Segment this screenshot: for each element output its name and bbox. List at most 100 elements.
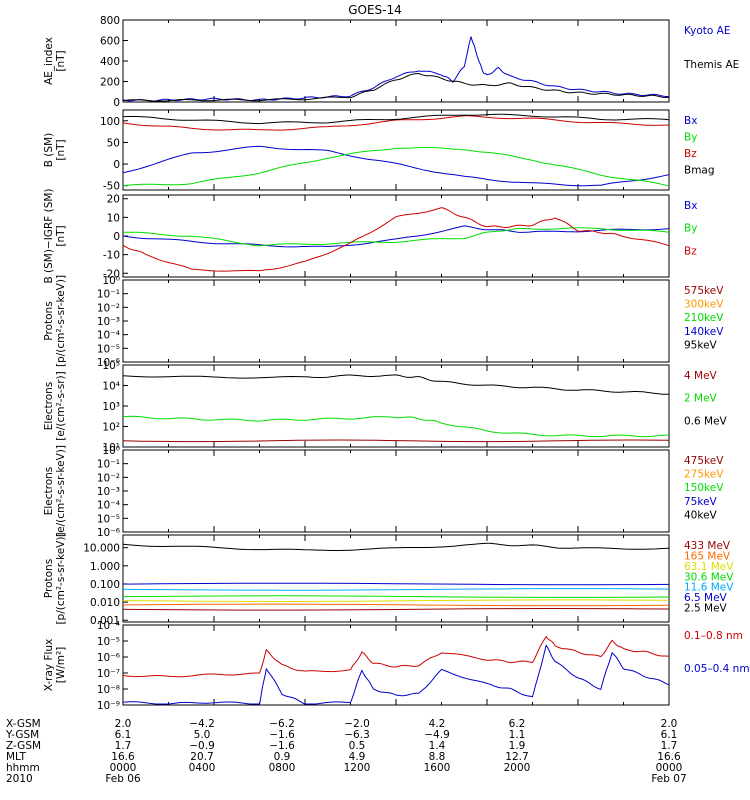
- y-tick-label: 10⁻¹: [97, 459, 120, 471]
- legend-entry: 0.05–0.4 nm: [684, 663, 750, 675]
- y-tick-label: 20: [107, 194, 120, 206]
- legend-entry: By: [684, 223, 697, 235]
- series-line-2: [122, 115, 670, 131]
- series-line-6: [122, 542, 670, 551]
- x-axis-cell: 1.9: [509, 740, 526, 752]
- x-axis-cell: −4.9: [424, 729, 450, 741]
- y-axis-label: [nT]: [55, 225, 67, 246]
- series-line-0: [122, 145, 670, 187]
- y-tick-label: 0: [113, 97, 120, 109]
- y-tick-label: 10²: [102, 422, 120, 434]
- legend-entry: 575keV: [684, 285, 724, 297]
- y-tick-label: 10⁻⁵: [97, 343, 120, 355]
- panel-frame: [122, 194, 670, 278]
- y-tick-label: 10⁻⁵: [97, 636, 120, 648]
- legend-entry: By: [684, 132, 697, 144]
- legend-entry: 75keV: [684, 496, 718, 508]
- panel-1: 100 50 0 -50 B (SM) [nT] Bx By Bz Bmag: [43, 109, 715, 193]
- series-line-2: [122, 599, 670, 603]
- legend-entry: 0.6 MeV: [684, 415, 728, 427]
- y-tick-label: 10⁻⁶: [97, 527, 120, 539]
- x-axis-cell: 1.4: [429, 740, 446, 752]
- y-tick-label: 10⁻⁶: [97, 652, 120, 664]
- series-line-1: [122, 603, 670, 607]
- x-axis-cell: 6.1: [661, 729, 678, 741]
- x-axis-row-label: hhmm: [6, 762, 40, 774]
- series-line-3: [122, 595, 670, 598]
- x-axis-cell: Feb 07: [651, 773, 686, 785]
- x-axis-cell: 0000: [656, 762, 683, 774]
- legend-entry: 63.1 MeV: [684, 561, 734, 573]
- x-axis-row-label: 2010: [6, 773, 33, 785]
- series-line-1: [122, 72, 670, 102]
- series-line-0: [122, 36, 669, 102]
- x-axis-cell: −1.6: [269, 740, 295, 752]
- y-tick-label: 10⁻⁴: [97, 330, 120, 342]
- y-axis-label: [p/(cm²-s-sr-keV)]: [55, 532, 67, 624]
- legend-entry: 2.5 MeV: [684, 603, 728, 615]
- panel-frame: [122, 624, 670, 706]
- x-axis-cell: 2000: [504, 762, 531, 774]
- panel-5: 10⁰ 10⁻¹10⁻² 10⁻³ 10⁻⁴10⁻⁵ 10⁻⁶ Electrons [e/(…: [43, 445, 724, 539]
- x-axis-cell: 1.7: [661, 740, 678, 752]
- legend-entry: 140keV: [684, 326, 724, 338]
- x-axis-cell: −0.9: [189, 740, 215, 752]
- x-axis-cell: 0000: [110, 762, 137, 774]
- x-axis-cell: 5.0: [194, 729, 211, 741]
- panel-frame: [122, 279, 670, 363]
- y-tick-label: 400: [100, 56, 120, 68]
- x-axis-cell: 12.7: [505, 751, 528, 763]
- series-line-5: [122, 582, 670, 586]
- y-tick-label: 10⁻⁵: [97, 513, 120, 525]
- y-tick-label: 10⁻⁴: [97, 500, 120, 512]
- y-tick-label: 10⁻³: [97, 486, 120, 498]
- x-axis-table: X-GSMY-GSMZ-GSMMLThhmm20102.06.11.716.60…: [5, 718, 687, 785]
- panel-6: 10.000 1.000 0.100 0.010 0.001 Protons [p/(cm²…: [43, 532, 734, 627]
- legend-entry: 4 MeV: [684, 370, 718, 382]
- y-tick-label: 10⁰: [102, 445, 120, 457]
- series-line-2: [122, 207, 670, 272]
- legend-entry: Kyoto AE: [684, 25, 730, 37]
- x-axis-cell: 1200: [344, 762, 371, 774]
- y-tick-label: 10⁴: [102, 381, 120, 393]
- panel-frame: [122, 19, 670, 103]
- series-line-2: [122, 374, 669, 395]
- x-axis-cell: 16.6: [657, 751, 681, 763]
- y-tick-label: 10⁻³: [97, 316, 120, 328]
- legend-entry: Bz: [684, 148, 697, 160]
- y-tick-label: 10⁻⁸: [97, 684, 120, 696]
- y-axis-label: Protons: [43, 301, 55, 340]
- legend-entry: 6.5 MeV: [684, 592, 728, 604]
- legend-entry: 11.6 MeV: [684, 582, 734, 594]
- x-axis-cell: 4.2: [429, 718, 446, 730]
- x-axis-row-label: Z-GSM: [6, 740, 41, 752]
- y-tick-label: 200: [100, 77, 120, 89]
- y-axis-label: AE_index: [43, 37, 55, 85]
- x-axis-cell: 1600: [424, 762, 451, 774]
- y-axis-label: [e/(cm²-s-sr)]: [55, 371, 67, 440]
- legend-entry: 475keV: [684, 455, 724, 467]
- panel-0: 800 600 400 200 0 AE_index [nT] Kyoto AE Themis …: [43, 15, 739, 109]
- panel-4: 10⁵ 10⁴ 10³ 10² 10¹ Electrons [e/(cm²-s-sr)] 4 …: [43, 360, 728, 454]
- series-line-1: [122, 415, 670, 438]
- legend-entry: Bmag: [684, 165, 715, 177]
- y-axis-label: [W/m²]: [55, 647, 67, 684]
- y-axis-label: [e/(cm²-s-sr-keV)]: [55, 445, 67, 537]
- y-axis-label: [nT]: [55, 50, 67, 71]
- x-axis-row-label: X-GSM: [6, 718, 41, 730]
- y-axis-label: Electrons: [43, 467, 55, 516]
- y-axis-label: Protons: [43, 559, 55, 598]
- y-tick-label: 10: [107, 212, 120, 224]
- y-tick-label: 10³: [102, 401, 120, 413]
- legend-entry: Bx: [684, 200, 697, 212]
- legend-entry: 30.6 MeV: [684, 571, 734, 583]
- legend-entry: 165 MeV: [684, 550, 731, 562]
- legend-entry: 275keV: [684, 469, 724, 481]
- y-tick-label: 10⁻¹: [97, 289, 120, 301]
- x-axis-cell: −1.6: [269, 729, 295, 741]
- legend-entry: Bz: [684, 245, 697, 257]
- x-axis-row-label: MLT: [6, 751, 26, 763]
- x-axis-cell: 20.7: [190, 751, 213, 763]
- panel-2: 20 10 0 -10 -20 B (SM)−IGRF (SM) [nT] Bx By Bz: [43, 188, 697, 283]
- legend-entry: 0.1–0.8 nm: [684, 630, 743, 642]
